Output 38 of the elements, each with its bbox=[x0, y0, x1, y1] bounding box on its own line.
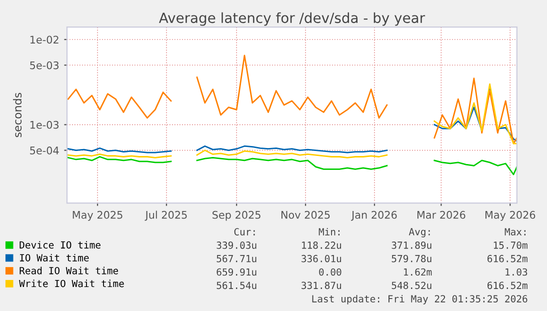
text: 548.52u bbox=[392, 282, 432, 290]
text: 118.22u bbox=[302, 242, 342, 249]
x-tick-label: Jan 2026 bbox=[351, 210, 397, 221]
x-tick-label: May 2025 bbox=[72, 210, 122, 221]
text: 561.54u bbox=[216, 282, 256, 290]
text: 0.00 bbox=[319, 268, 342, 276]
text: 331.87u bbox=[302, 282, 342, 290]
x-tick-label: Nov 2025 bbox=[281, 210, 330, 219]
chart-title: Average latency for /dev/sda - by year bbox=[158, 12, 426, 26]
text: Min: bbox=[318, 228, 340, 236]
text: 336.01u bbox=[302, 254, 342, 262]
text: 659.91u bbox=[216, 268, 256, 276]
y-tick-label: 5e-03 bbox=[30, 61, 59, 70]
text: 616.52m bbox=[488, 254, 528, 262]
y-tick-label: 5e-04 bbox=[30, 146, 59, 154]
text: Max: bbox=[504, 228, 526, 236]
y-tick-label: 1e-02 bbox=[30, 36, 58, 44]
text: 1.03 bbox=[506, 268, 528, 276]
y-axis-title: seconds bbox=[13, 92, 22, 138]
text: Avg: bbox=[408, 228, 430, 238]
legend-label: IO Wait time bbox=[20, 254, 89, 262]
text: Last update: Fri May 22 01:35:25 2026 bbox=[312, 294, 528, 304]
x-tick-label: Mar 2026 bbox=[417, 210, 466, 219]
text: Cur: bbox=[234, 228, 255, 236]
text: 579.78u bbox=[392, 254, 432, 262]
text: 1.62m bbox=[404, 268, 432, 276]
legend-label: Read IO Wait time bbox=[20, 266, 118, 274]
y-tick-label: 1e-03 bbox=[30, 120, 59, 129]
text: 567.71u bbox=[216, 254, 256, 262]
legend-label: Device IO time bbox=[20, 241, 100, 249]
legend-label: Write IO Wait time bbox=[19, 280, 124, 288]
text: 339.03u bbox=[216, 242, 256, 249]
text: 616.52m bbox=[488, 282, 528, 290]
x-tick-label: May 2026 bbox=[485, 210, 536, 221]
x-tick-label: Sep 2025 bbox=[212, 210, 260, 221]
text: 371.89u bbox=[392, 242, 432, 249]
x-tick-label: Jul 2025 bbox=[144, 210, 187, 221]
text: 15.70m bbox=[494, 242, 528, 249]
